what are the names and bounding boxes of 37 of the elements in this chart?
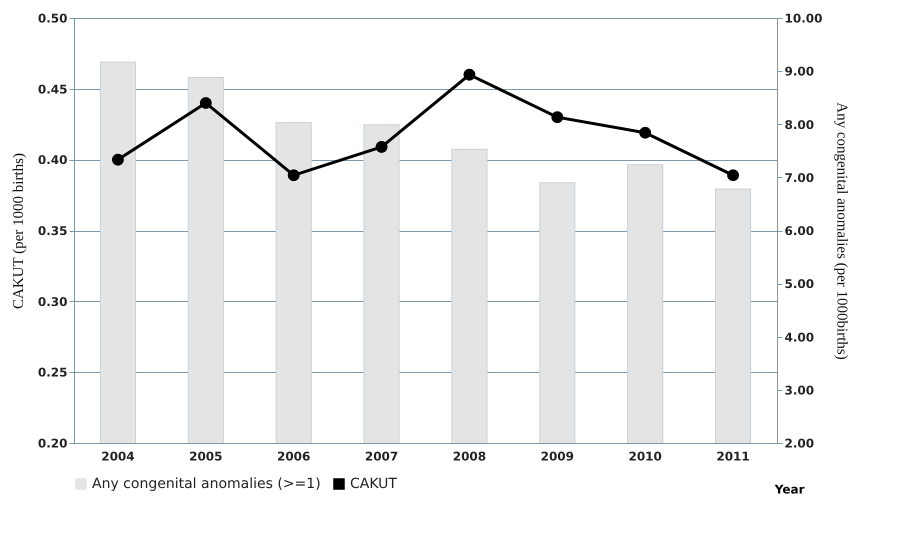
x-tick-label: 2009 (540, 450, 574, 464)
x-axis-title: Year (774, 482, 805, 496)
point (376, 141, 388, 153)
legend-label: Any congenital anomalies (>=1) (92, 476, 321, 492)
y2-tick-label: 6.00 (784, 224, 814, 238)
y2-tick-label: 7.00 (784, 170, 814, 185)
point (639, 126, 652, 139)
y-axis-title: CAKUT (per 1000 births) (10, 153, 27, 309)
y-tick-label: 0.30 (38, 294, 68, 309)
y-tick-label: 0.20 (38, 436, 68, 450)
point (464, 68, 476, 81)
point (288, 169, 300, 182)
y2-tick-label: 3.00 (784, 383, 814, 398)
legend-label: CAKUT (350, 476, 398, 492)
y2-tick-label: 4.00 (784, 330, 814, 344)
y-tick-label: 0.25 (38, 366, 68, 380)
x-tick-label: 2010 (628, 450, 662, 464)
y2-tick-label: 2.00 (784, 436, 814, 450)
x-tick-label: 2004 (101, 450, 135, 464)
y-tick-label: 0.50 (38, 12, 68, 26)
y2-tick-label: 5.00 (784, 277, 814, 292)
x-tick-label: 2006 (276, 450, 310, 464)
y-tick-label: 0.35 (38, 224, 68, 238)
point (551, 111, 564, 124)
point (112, 154, 124, 166)
point (727, 169, 739, 182)
y-tick-label: 0.40 (38, 153, 68, 168)
x-tick-label: 2011 (716, 450, 750, 464)
x-tick-label: 2007 (364, 450, 398, 464)
y-tick-label: 0.45 (38, 82, 68, 96)
y2-axis-title: Any congenital anomalies (per 1000births) (833, 102, 850, 360)
point (200, 97, 212, 109)
y2-tick-label: 8.00 (784, 118, 814, 132)
x-tick-label: 2005 (189, 450, 223, 464)
y2-tick-label: 10.00 (784, 12, 822, 26)
x-tick-label: 2008 (452, 450, 486, 464)
y2-tick-label: 9.00 (784, 64, 814, 79)
